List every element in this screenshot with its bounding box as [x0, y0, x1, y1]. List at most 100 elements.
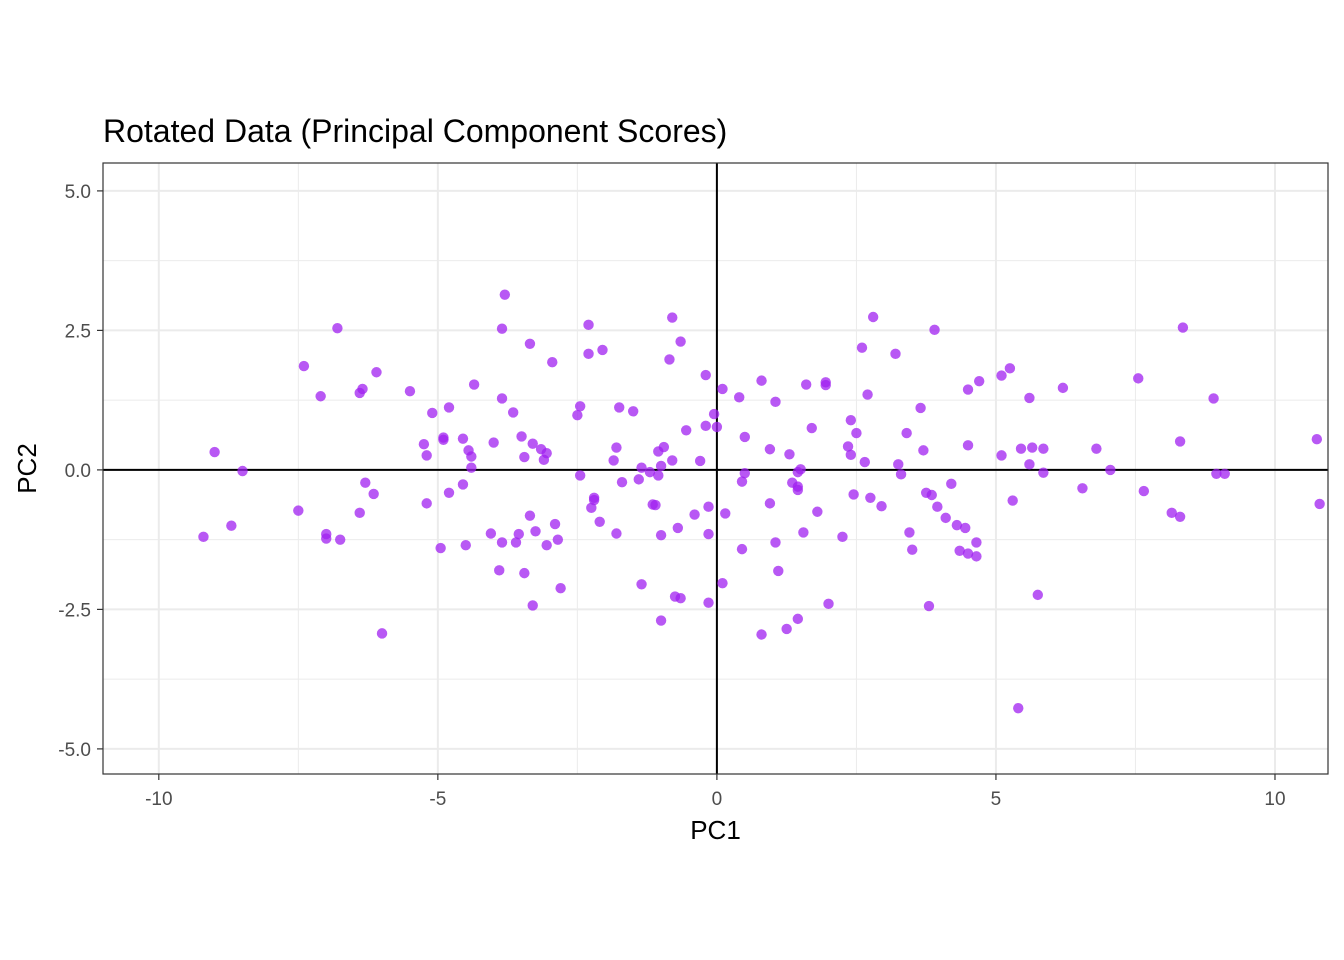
data-point: [960, 522, 971, 534]
data-point: [667, 455, 678, 466]
data-point: [636, 579, 647, 590]
data-point: [739, 468, 750, 479]
data-point: [597, 344, 608, 356]
data-point: [198, 531, 209, 543]
data-point: [507, 407, 519, 418]
data-point: [1032, 589, 1043, 601]
chart-title: Rotated Data (Principal Component Scores…: [103, 113, 727, 149]
data-point: [703, 528, 714, 540]
data-point: [293, 505, 304, 516]
data-point: [1133, 373, 1144, 384]
x-tick-label: -5: [429, 789, 446, 810]
data-point: [867, 311, 879, 323]
data-point: [962, 440, 974, 451]
data-point: [756, 629, 767, 640]
data-point: [929, 324, 940, 336]
data-point: [457, 479, 469, 490]
data-point: [627, 406, 639, 417]
data-point: [764, 444, 776, 455]
y-axis-title: PC2: [12, 443, 42, 494]
data-point: [421, 498, 432, 509]
data-point: [519, 451, 530, 463]
data-point: [717, 577, 728, 589]
data-point: [675, 336, 686, 347]
data-point: [1004, 363, 1016, 374]
data-point: [552, 534, 564, 545]
y-axis: -5.0 -2.5 0.0 2.5 5.0: [58, 182, 103, 761]
data-point: [360, 477, 371, 488]
data-point: [209, 446, 220, 458]
data-point: [1138, 485, 1150, 497]
data-point: [1038, 467, 1049, 478]
data-point: [427, 407, 438, 419]
data-point: [608, 455, 619, 466]
data-point: [1174, 511, 1186, 522]
data-point: [574, 470, 586, 481]
data-point: [672, 522, 684, 534]
data-point: [457, 433, 469, 444]
data-point: [951, 519, 963, 531]
data-point: [795, 464, 806, 475]
data-point: [717, 383, 728, 395]
data-point: [496, 393, 508, 404]
data-point: [856, 342, 868, 353]
data-point: [519, 567, 530, 579]
data-point: [837, 531, 848, 543]
data-point: [586, 502, 597, 514]
data-point: [792, 484, 804, 496]
data-point: [806, 422, 817, 434]
data-point: [859, 456, 870, 468]
data-point: [1177, 322, 1189, 333]
data-point: [488, 437, 499, 448]
panel-background: [103, 163, 1328, 774]
data-point: [689, 509, 700, 520]
data-point: [572, 410, 583, 421]
x-axis-title: PC1: [690, 815, 741, 845]
data-point: [1077, 483, 1088, 494]
data-point: [404, 386, 416, 397]
data-point: [893, 459, 904, 470]
data-point: [644, 466, 656, 478]
data-point: [703, 597, 714, 608]
data-point: [773, 565, 784, 577]
data-point: [237, 465, 248, 477]
data-point: [915, 402, 926, 414]
data-point: [513, 528, 524, 540]
x-tick-label: 10: [1264, 789, 1285, 810]
y-tick-label: -5.0: [58, 740, 91, 761]
data-point: [901, 427, 912, 439]
data-point: [1038, 443, 1049, 454]
data-point: [923, 600, 935, 612]
data-point: [633, 474, 644, 485]
data-point: [527, 600, 538, 611]
data-point: [655, 529, 667, 541]
data-point: [485, 528, 497, 539]
data-point: [494, 565, 505, 576]
data-point: [996, 450, 1007, 461]
data-point: [421, 450, 432, 461]
data-point: [770, 537, 781, 548]
data-point: [226, 520, 237, 531]
data-point: [736, 476, 748, 487]
data-point: [1211, 468, 1222, 480]
x-tick-label: -10: [145, 789, 172, 810]
data-point: [667, 312, 678, 323]
data-point: [611, 442, 622, 453]
data-point: [770, 396, 781, 408]
data-point: [541, 540, 552, 551]
data-point: [800, 379, 812, 390]
data-point: [946, 478, 957, 490]
data-point: [516, 431, 527, 442]
data-point: [616, 476, 628, 488]
data-point: [368, 488, 379, 500]
data-point: [443, 402, 455, 413]
data-point: [739, 431, 750, 443]
data-point: [460, 540, 471, 551]
data-point: [524, 338, 536, 349]
data-point: [823, 598, 834, 610]
data-point: [764, 498, 776, 509]
y-tick-label: 2.5: [65, 321, 91, 342]
data-point: [904, 527, 915, 538]
data-point: [418, 439, 430, 450]
data-point: [527, 438, 538, 449]
